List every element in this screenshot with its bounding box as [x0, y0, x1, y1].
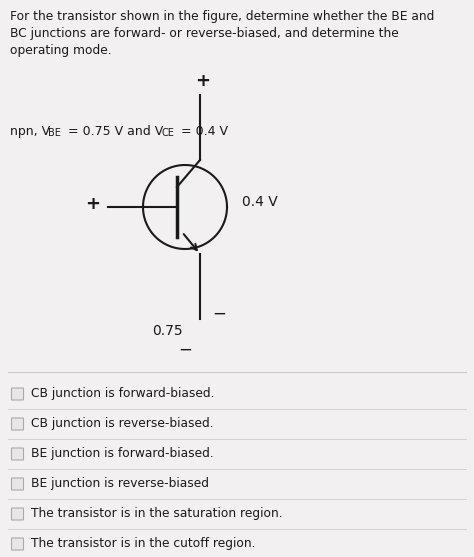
FancyBboxPatch shape [11, 538, 24, 550]
Text: For the transistor shown in the figure, determine whether the BE and
BC junction: For the transistor shown in the figure, … [10, 10, 434, 57]
Text: +: + [195, 72, 210, 90]
Text: CE: CE [162, 128, 175, 138]
Text: 0.75: 0.75 [152, 324, 182, 338]
FancyBboxPatch shape [11, 508, 24, 520]
Text: BE: BE [48, 128, 61, 138]
Text: = 0.75 V and V: = 0.75 V and V [64, 125, 163, 138]
Text: BE junction is reverse-biased: BE junction is reverse-biased [31, 476, 209, 490]
Text: npn, V: npn, V [10, 125, 50, 138]
Text: −: − [212, 305, 226, 323]
FancyBboxPatch shape [11, 448, 24, 460]
Text: CB junction is reverse-biased.: CB junction is reverse-biased. [31, 417, 214, 429]
Text: BE junction is forward-biased.: BE junction is forward-biased. [31, 447, 214, 460]
FancyBboxPatch shape [11, 388, 24, 400]
Text: 0.4 V: 0.4 V [242, 195, 278, 209]
Text: = 0.4 V: = 0.4 V [177, 125, 228, 138]
Text: −: − [178, 341, 192, 359]
Text: CB junction is forward-biased.: CB junction is forward-biased. [31, 387, 215, 399]
Text: The transistor is in the cutoff region.: The transistor is in the cutoff region. [31, 536, 255, 550]
FancyBboxPatch shape [11, 478, 24, 490]
Text: +: + [85, 195, 100, 213]
FancyBboxPatch shape [11, 418, 24, 430]
Text: The transistor is in the saturation region.: The transistor is in the saturation regi… [31, 506, 283, 520]
